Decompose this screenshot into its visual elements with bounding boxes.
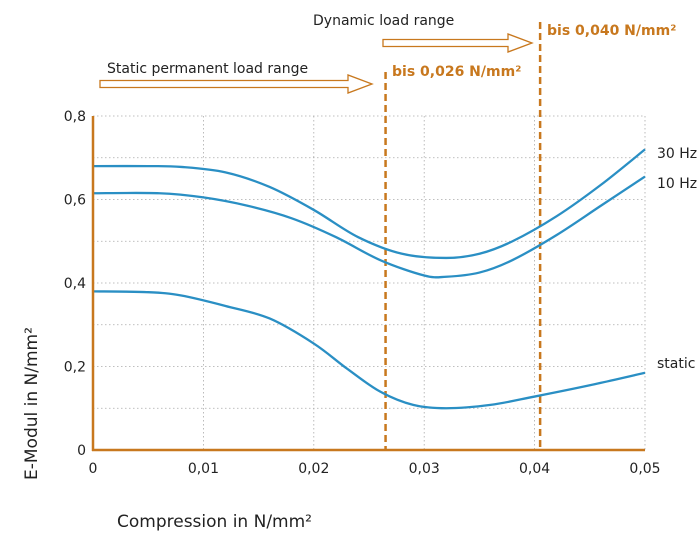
series-lines [92, 148, 646, 410]
tick-labels: 0 0,01 0,02 0,03 0,04 0,05 0 0,2 0,4 0,6 0,8 [64, 109, 661, 477]
y-tick-label-3: 0,6 [64, 193, 86, 209]
x-tick-label-4: 0,04 [519, 461, 550, 477]
y-tick-label-4: 0,8 [64, 109, 86, 125]
dynamic-range-arrow [382, 33, 534, 53]
x-tick-label-3: 0,03 [409, 461, 440, 477]
x-axis-title: Compression in N/mm² [117, 512, 312, 532]
static-range-arrow [99, 74, 374, 94]
x-tick-label-0: 0 [89, 461, 98, 477]
x-tick-label-2: 0,02 [298, 461, 329, 477]
y-tick-label-1: 0,2 [64, 360, 86, 376]
series-line-3 [92, 290, 646, 410]
limit-label-2: bis 0,040 N/mm² [547, 23, 676, 39]
dynamic-range-label: Dynamic load range [313, 13, 454, 29]
x-tick-label-5: 0,05 [629, 461, 660, 477]
series-line-1 [92, 148, 646, 260]
series-line-2 [92, 175, 646, 279]
axes [91, 116, 645, 452]
limit-label-1: bis 0,026 N/mm² [392, 64, 521, 80]
y-tick-label-0: 0 [77, 443, 86, 459]
limit-lines [384, 22, 542, 450]
series-label-10hz: 10 Hz [657, 176, 697, 192]
x-tick-label-1: 0,01 [188, 461, 219, 477]
static-range-label: Static permanent load range [107, 61, 308, 77]
series-label-30hz: 30 Hz [657, 146, 697, 162]
y-axis-title: E-Modul in N/mm² [22, 327, 42, 480]
series-label-static: static [657, 356, 695, 372]
y-tick-label-2: 0,4 [64, 276, 86, 292]
range-arrows [99, 33, 534, 94]
